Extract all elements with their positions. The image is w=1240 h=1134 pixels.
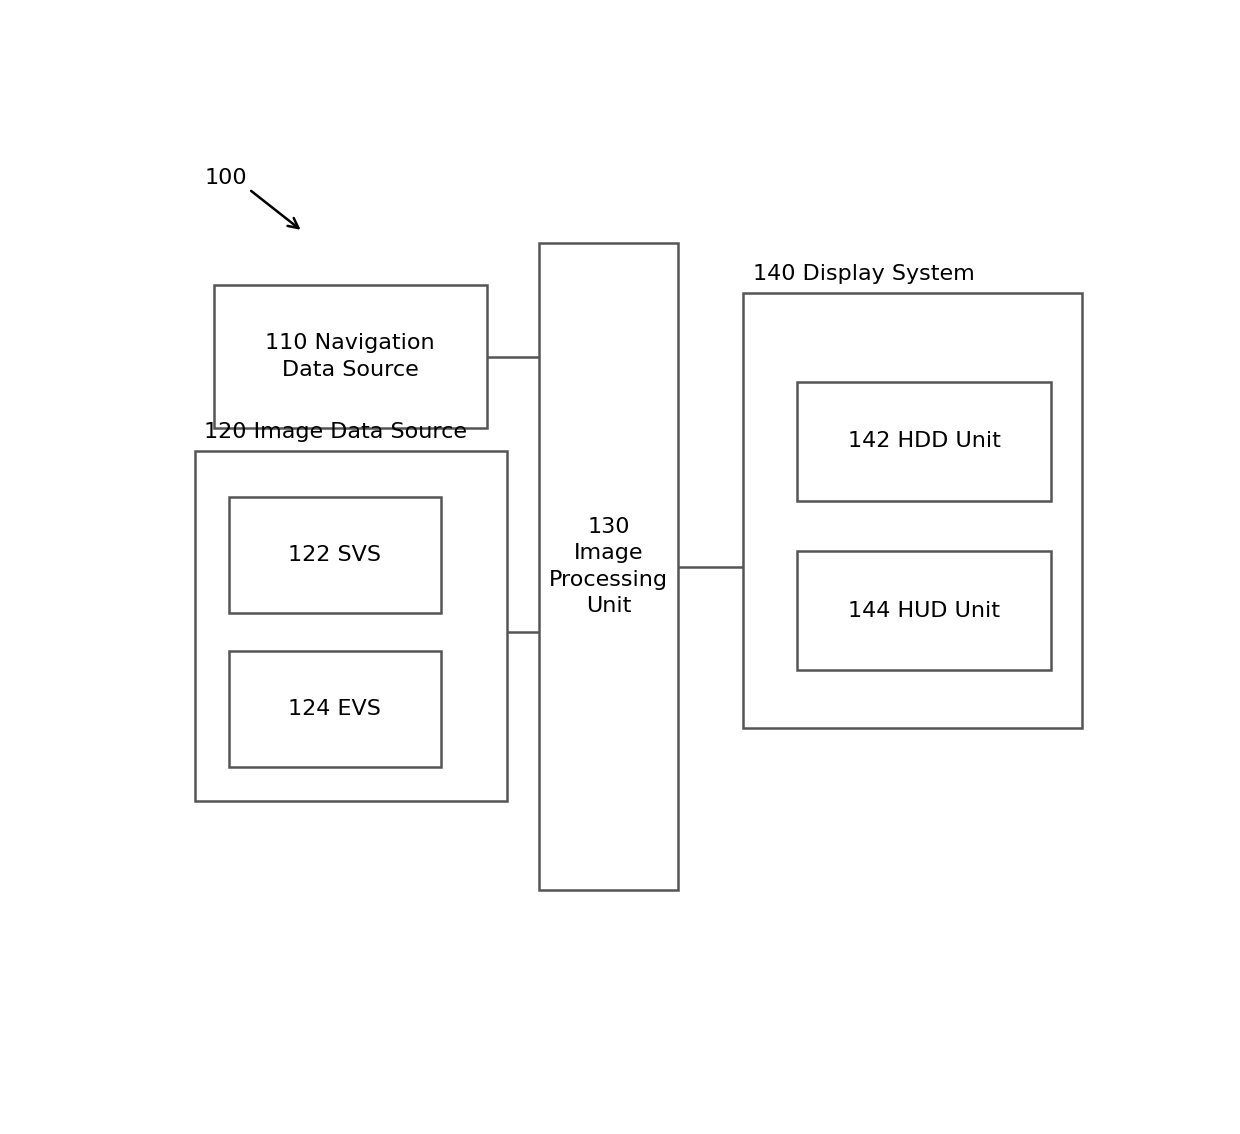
FancyBboxPatch shape <box>229 651 440 767</box>
Text: 130
Image
Processing
Unit: 130 Image Processing Unit <box>549 517 668 616</box>
Text: 100: 100 <box>205 168 247 187</box>
Text: 110 Navigation
Data Source: 110 Navigation Data Source <box>265 333 435 380</box>
Text: 144 HUD Unit: 144 HUD Unit <box>848 601 1001 620</box>
Text: 142 HDD Unit: 142 HDD Unit <box>848 431 1001 451</box>
FancyBboxPatch shape <box>797 382 1052 501</box>
FancyBboxPatch shape <box>229 497 440 612</box>
FancyBboxPatch shape <box>213 286 487 428</box>
Text: 124 EVS: 124 EVS <box>289 699 381 719</box>
Text: 140 Display System: 140 Display System <box>753 264 975 284</box>
Text: 120 Image Data Source: 120 Image Data Source <box>205 422 467 442</box>
FancyBboxPatch shape <box>743 294 1083 728</box>
Text: 122 SVS: 122 SVS <box>289 545 382 565</box>
FancyBboxPatch shape <box>195 451 507 802</box>
FancyBboxPatch shape <box>539 243 678 890</box>
FancyBboxPatch shape <box>797 551 1052 670</box>
